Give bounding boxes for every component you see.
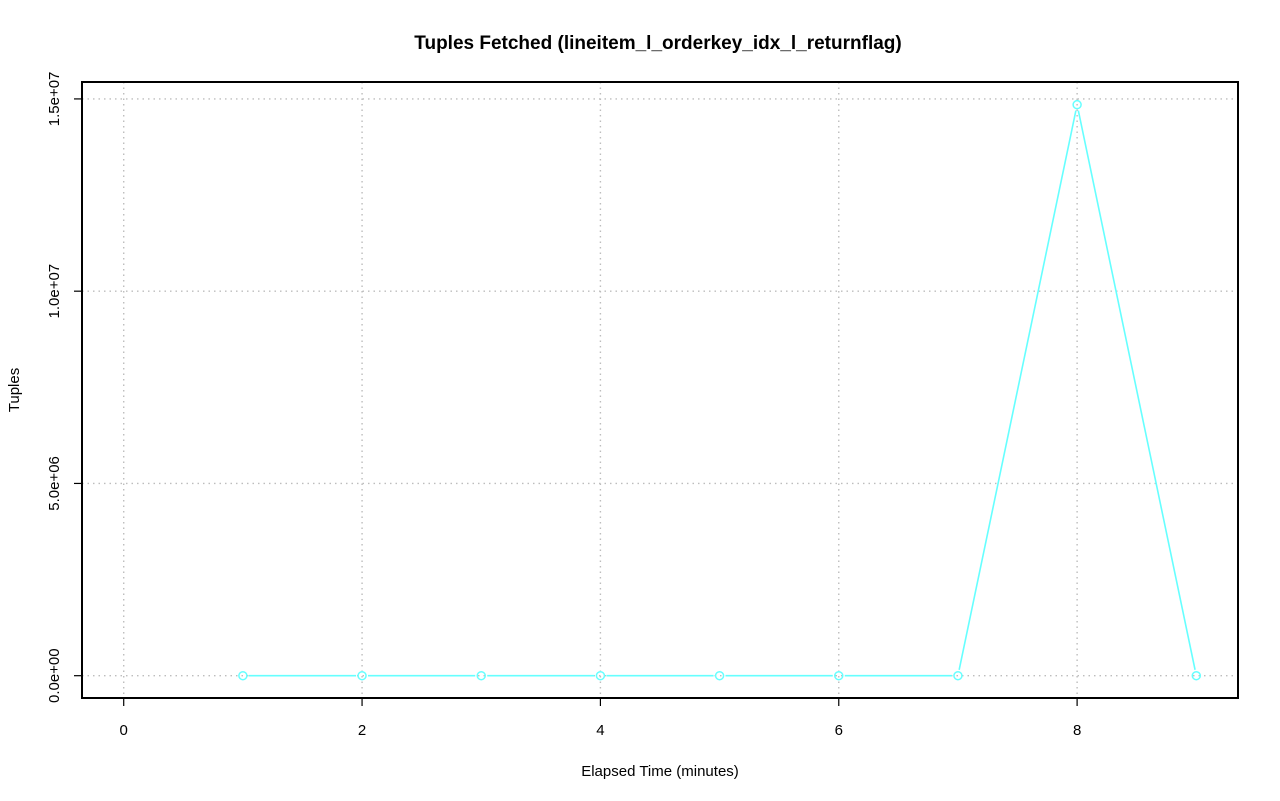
data-point bbox=[1191, 670, 1202, 681]
x-axis-label: Elapsed Time (minutes) bbox=[581, 763, 739, 780]
series-layer bbox=[238, 99, 1202, 681]
data-point bbox=[714, 670, 725, 681]
data-point bbox=[834, 670, 844, 681]
data-point bbox=[476, 670, 486, 681]
data-point bbox=[1072, 99, 1082, 110]
series-line-segment bbox=[958, 110, 1077, 670]
x-tick-label: 4 bbox=[596, 722, 604, 739]
data-point bbox=[953, 670, 963, 681]
y-axis-label: Tuples bbox=[6, 368, 23, 412]
plot-frame bbox=[81, 81, 1239, 699]
x-tick-label: 8 bbox=[1073, 722, 1081, 739]
y-tick-label: 1.5e+07 bbox=[46, 72, 63, 127]
chart-title: Tuples Fetched (lineitem_l_orderkey_idx_… bbox=[414, 33, 901, 54]
y-axis: 0.0e+00 5.0e+06 1.0e+07 1.5e+07 bbox=[46, 72, 82, 703]
data-point bbox=[238, 670, 248, 681]
y-tick-label: 5.0e+06 bbox=[46, 456, 63, 511]
x-tick-label: 6 bbox=[835, 722, 843, 739]
grid bbox=[82, 82, 1238, 698]
data-point bbox=[357, 670, 367, 681]
y-tick-label: 1.0e+07 bbox=[46, 264, 63, 319]
series-line-segment bbox=[1077, 110, 1196, 670]
y-tick-label: 0.0e+00 bbox=[46, 648, 63, 703]
x-tick-label: 2 bbox=[358, 722, 366, 739]
data-point bbox=[595, 670, 606, 681]
x-tick-label: 0 bbox=[120, 722, 128, 739]
x-axis: 0 2 4 6 8 bbox=[120, 698, 1081, 739]
